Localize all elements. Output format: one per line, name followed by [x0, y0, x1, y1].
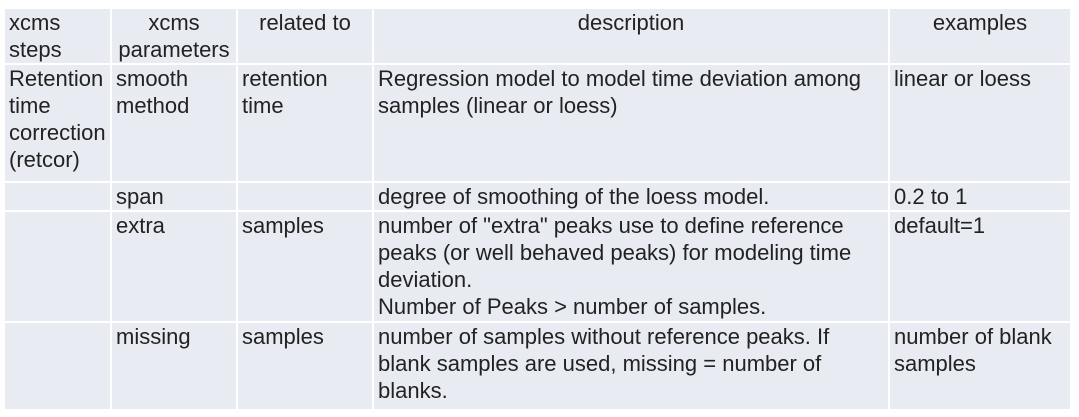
example-cell: linear or loess [888, 63, 1072, 183]
table-row: span degree of smoothing of the loess mo… [3, 181, 1072, 212]
parameter-cell: missing [110, 321, 238, 411]
table-row: missing samples number of samples withou… [3, 321, 1072, 411]
header-steps: xcms steps [3, 7, 112, 65]
description-cell: number of "extra" peaks use to define re… [372, 210, 890, 323]
description-cell: number of samples without reference peak… [372, 321, 890, 411]
example-cell: 0.2 to 1 [888, 181, 1072, 212]
related-cell: retention time [236, 63, 374, 183]
example-cell: default=1 [888, 210, 1072, 323]
parameter-cell: smooth method [110, 63, 238, 183]
table-row: Retention time correction (retcor) smoot… [3, 63, 1072, 183]
xcms-parameters-table: xcms steps xcms parameters related to de… [3, 7, 1072, 411]
related-cell: samples [236, 210, 374, 323]
step-cell: Retention time correction (retcor) [3, 63, 112, 183]
header-examples: examples [888, 7, 1072, 65]
example-cell: number of blank samples [888, 321, 1072, 411]
parameter-cell: extra [110, 210, 238, 323]
header-parameters: xcms parameters [110, 7, 238, 65]
header-row: xcms steps xcms parameters related to de… [3, 7, 1072, 65]
step-cell-empty [3, 321, 112, 411]
parameter-cell: span [110, 181, 238, 212]
header-description: description [372, 7, 890, 65]
header-related-to: related to [236, 7, 374, 65]
table-row: extra samples number of "extra" peaks us… [3, 210, 1072, 323]
related-cell: samples [236, 321, 374, 411]
step-cell-empty [3, 181, 112, 212]
step-cell-empty [3, 210, 112, 323]
description-cell: Regression model to model time deviation… [372, 63, 890, 183]
description-cell: degree of smoothing of the loess model. [372, 181, 890, 212]
related-cell [236, 181, 374, 212]
